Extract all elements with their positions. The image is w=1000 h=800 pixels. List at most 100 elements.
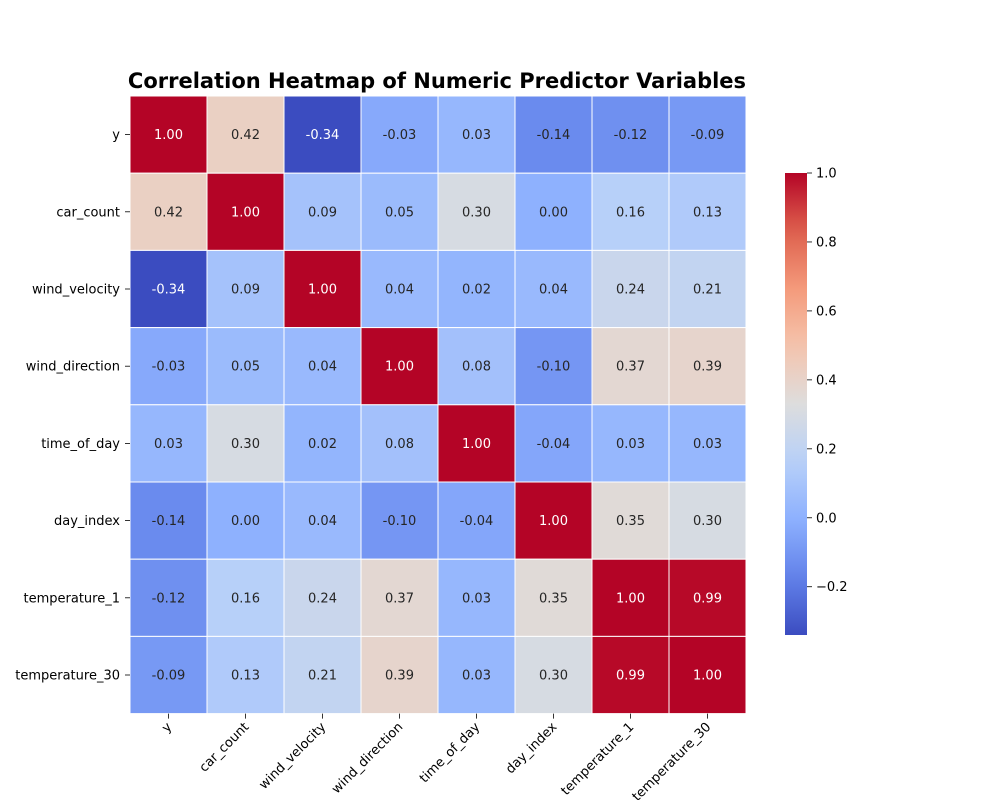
col-tick-label: temperature_1 [558,720,637,799]
row-tick-label: wind_velocity [32,283,120,298]
row-tick-label: temperature_1 [24,591,120,606]
heatmap-cell [129,95,208,174]
colorbar-tick-label: 0.0 [816,511,837,526]
cell-value-label: 0.30 [539,669,568,684]
row-tick-label: wind_direction [26,360,120,375]
cell-value-label: 0.04 [385,283,414,298]
heatmap-cell [360,249,439,329]
heatmap-cell [668,635,747,715]
cell-value-label: 1.00 [308,283,337,298]
heatmap-cell [206,172,285,251]
cell-value-label: 0.21 [308,669,337,684]
heatmap-cell [206,481,285,560]
cell-value-label: -0.10 [537,360,571,375]
heatmap-cell [360,404,439,483]
cell-value-label: 0.03 [462,591,491,606]
heatmap-cell [514,172,593,251]
cell-value-label: 0.09 [308,205,337,220]
cell-value-label: -0.04 [537,437,571,452]
cell-value-label: 0.42 [154,205,183,220]
cell-value-label: 0.24 [616,283,645,298]
col-tick-label: day_index [503,720,560,777]
cell-value-label: -0.12 [614,128,648,143]
heatmap-cell [591,327,670,406]
cell-value-label: 0.42 [231,128,260,143]
heatmap-cell [283,558,362,637]
heatmap-cells: 1.00 0.42 -0.34 -0.03 0.03 -0.14 -0.12 -0.09 0.4… [129,95,747,715]
cell-value-label: -0.12 [152,591,186,606]
heatmap-cell [668,558,747,637]
chart-title: Correlation Heatmap of Numeric Predictor… [128,69,746,93]
heatmap-cell [360,95,439,174]
heatmap-cell [283,95,362,174]
cell-value-label: 0.13 [231,669,260,684]
cell-value-label: 0.02 [308,437,337,452]
heatmap-cell [668,95,747,174]
col-tick-label: temperature_30 [630,720,715,800]
colorbar-tick-label: 0.2 [816,442,837,457]
cell-value-label: -0.14 [537,128,571,143]
heatmap-cell [437,249,516,329]
heatmap-cell [514,558,593,637]
row-tick-label: day_index [54,514,120,529]
row-tick-label: time_of_day [41,437,120,452]
heatmap-cell [360,172,439,251]
cell-value-label: 0.16 [231,591,260,606]
cell-value-label: 0.39 [385,669,414,684]
cell-value-label: -0.04 [460,514,494,529]
cell-value-label: 0.35 [539,591,568,606]
cell-value-label: -0.10 [383,514,417,529]
cell-value-label: 0.05 [385,205,414,220]
cell-value-label: 0.03 [693,437,722,452]
cell-value-label: 0.03 [154,437,183,452]
cell-value-label: -0.03 [383,128,417,143]
heatmap-cell [514,95,593,174]
col-tick-label: y [159,720,175,736]
heatmap-cell [591,249,670,329]
cell-value-label: 0.03 [462,128,491,143]
col-tick-label: wind_direction [329,720,406,797]
cell-value-label: 0.30 [462,205,491,220]
colorbar: 1.0 0.8 0.6 0.4 0.2 0.0 −0.2 [785,167,848,635]
cell-value-label: -0.14 [152,514,186,529]
heatmap-cell [437,558,516,637]
cell-value-label: 0.08 [462,360,491,375]
heatmap-cell [206,95,285,174]
cell-value-label: 0.04 [539,283,568,298]
heatmap-cell [437,404,516,483]
cell-value-label: 0.24 [308,591,337,606]
heatmap-cell [283,327,362,406]
col-tick-label: car_count [197,720,253,776]
cell-value-label: 0.99 [616,669,645,684]
cell-value-label: 0.35 [616,514,645,529]
heatmap-cell [591,558,670,637]
cell-value-label: 0.03 [616,437,645,452]
heatmap-cell [668,404,747,483]
col-tick-label: time_of_day [417,720,484,787]
cell-value-label: 0.37 [616,360,645,375]
cell-value-label: 1.00 [616,591,645,606]
heatmap-cell [360,327,439,406]
heatmap-cell [283,481,362,560]
row-tick-labels: y car_count wind_velocity wind_directiontim… [15,128,130,684]
cell-value-label: -0.09 [152,669,186,684]
cell-value-label: 1.00 [231,205,260,220]
colorbar-tick-label: 0.8 [816,235,837,250]
heatmap-cell [591,481,670,560]
colorbar-gradient [785,173,807,635]
col-tick-label: wind_velocity [256,720,329,793]
cell-value-label: 0.99 [693,591,722,606]
cell-value-label: 0.08 [385,437,414,452]
cell-value-label: 0.37 [385,591,414,606]
cell-value-label: 0.03 [462,669,491,684]
cell-value-label: 0.30 [231,437,260,452]
heatmap-cell [437,95,516,174]
heatmap-cell [283,249,362,329]
row-tick-label: temperature_30 [15,669,120,684]
heatmap-cell [514,481,593,560]
cell-value-label: 1.00 [154,128,183,143]
cell-value-label: 0.16 [616,205,645,220]
colorbar-tick-label: 0.4 [816,373,837,388]
colorbar-tick-label: 0.6 [816,304,837,319]
